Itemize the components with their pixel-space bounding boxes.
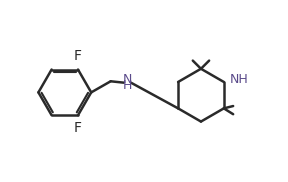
Text: F: F	[73, 121, 82, 135]
Text: NH: NH	[230, 73, 249, 86]
Text: H: H	[123, 80, 132, 92]
Text: F: F	[73, 50, 82, 63]
Text: N: N	[123, 73, 132, 86]
